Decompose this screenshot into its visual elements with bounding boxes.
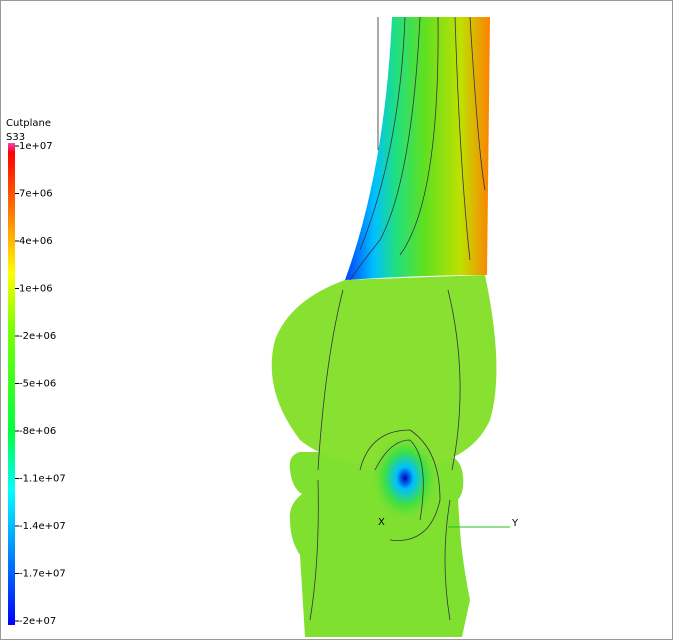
colorbar-tick-label: -8e+06	[19, 426, 56, 437]
colorbar-tick-label: -2e+06	[19, 331, 56, 342]
colorbar-tick-label: 1e+06	[19, 284, 53, 295]
colorbar-tick-label: 7e+06	[19, 189, 53, 200]
y-axis-label: Y	[511, 518, 519, 529]
colorbar	[8, 143, 15, 625]
colorbar-tick-label: 1e+07	[19, 141, 53, 152]
x-axis-label: X	[378, 517, 385, 528]
legend-title: Cutplane	[6, 118, 51, 129]
colorbar-tick-label: -2e+07	[19, 616, 56, 627]
colorbar-tick-label: -1.1e+07	[19, 474, 66, 485]
stress-concentration	[370, 433, 440, 523]
femur-condyle	[272, 275, 497, 470]
colorbar-tick-label: -1.7e+07	[19, 569, 66, 580]
colorbar-tick-label: -1.4e+07	[19, 521, 66, 532]
colorbar-tick-label: -5e+06	[19, 379, 56, 390]
viewport: X Y Cutplane S33 1e+077e+064e+061e+06-2e…	[0, 0, 673, 640]
colorbar-tick-label: 4e+06	[19, 236, 53, 247]
